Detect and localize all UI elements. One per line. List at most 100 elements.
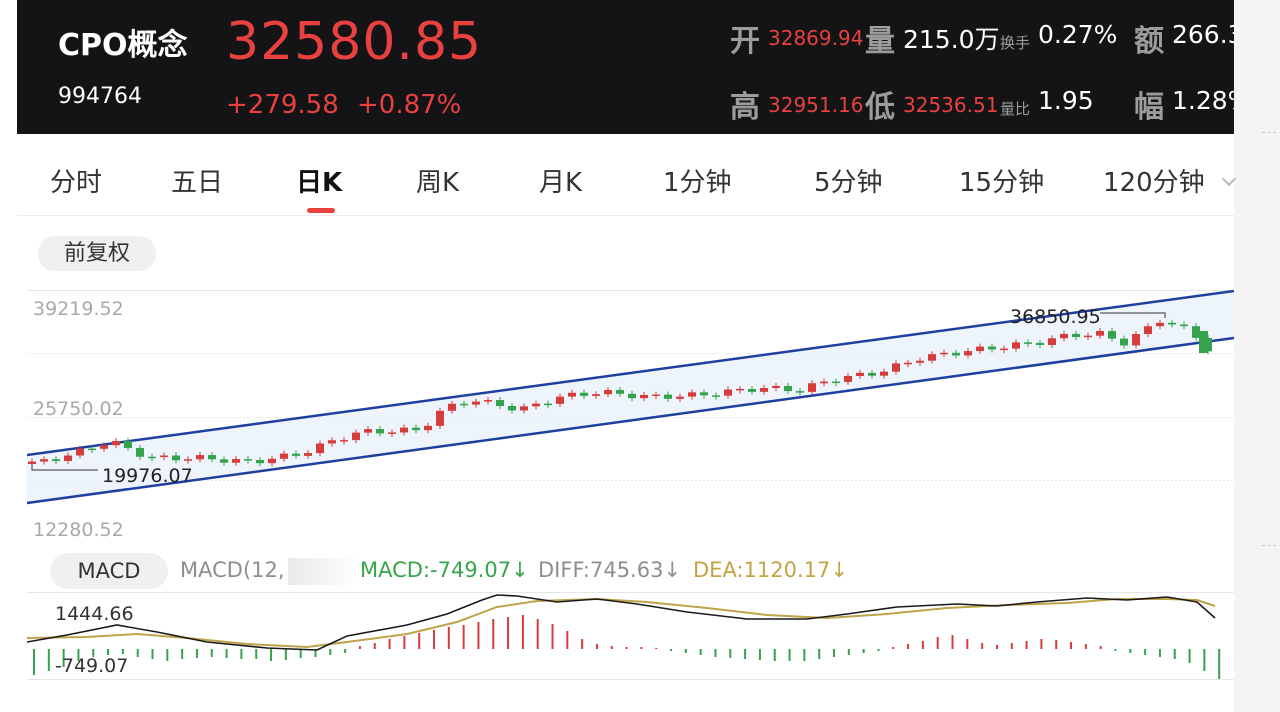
- candle-body: [892, 363, 900, 372]
- candle-body: [856, 372, 864, 376]
- candle-body: [268, 458, 276, 464]
- macd-bar: [818, 649, 821, 659]
- candle-body: [436, 410, 444, 426]
- candle-body: [1180, 324, 1188, 327]
- macd-bar: [462, 625, 465, 649]
- channel-lower-line: [27, 336, 1234, 505]
- candle-body: [940, 352, 948, 355]
- candle-body: [592, 394, 600, 396]
- macd-bar: [433, 630, 435, 649]
- stock-name: CPO概念: [58, 28, 188, 63]
- candle-body: [1144, 326, 1152, 335]
- candle-body: [952, 352, 960, 356]
- macd-bar: [951, 635, 954, 649]
- candle-body: [472, 401, 480, 405]
- chevron-down-icon[interactable]: [1221, 171, 1237, 187]
- macd-bar: [418, 633, 421, 649]
- macd-bar: [447, 627, 450, 649]
- candle-body: [40, 459, 48, 462]
- candle-body: [1084, 335, 1092, 338]
- candle-body: [976, 346, 984, 352]
- candle-body: [748, 388, 756, 392]
- candle-body: [508, 406, 516, 411]
- macd-bar: [403, 636, 406, 649]
- period-tabs: 分时 五日 日K 周K 月K 1分钟 5分钟 15分钟 120分钟: [17, 134, 1237, 216]
- high-leader-line: [1100, 312, 1166, 318]
- candle-body: [172, 455, 180, 461]
- candle-body: [832, 381, 840, 384]
- macd-bar: [773, 649, 776, 661]
- candle-body: [112, 440, 120, 446]
- tab-1min[interactable]: 1分钟: [663, 168, 732, 198]
- macd-bar: [536, 619, 539, 649]
- active-tab-indicator: [307, 208, 335, 213]
- candle-body: [664, 394, 672, 399]
- macd-bar: [1173, 649, 1176, 659]
- candle-body: [688, 392, 696, 397]
- macd-bar: [62, 649, 65, 667]
- dea-line: [27, 597, 1216, 649]
- macd-params: MACD(12,: [180, 558, 285, 582]
- macd-bar: [1070, 642, 1073, 649]
- macd-bar: [862, 649, 865, 653]
- tab-monthly-k[interactable]: 月K: [539, 168, 583, 198]
- candle-body: [964, 351, 972, 356]
- tab-5min[interactable]: 5分钟: [814, 168, 883, 198]
- annotation-lines: [31, 312, 1166, 471]
- macd-bar: [492, 619, 495, 649]
- macd-bar: [181, 649, 184, 659]
- macd-bar: [610, 646, 613, 649]
- macd-bar: [847, 649, 850, 655]
- candle-body: [1132, 334, 1140, 346]
- macd-bar: [625, 647, 628, 649]
- tab-weekly-k[interactable]: 周K: [416, 168, 460, 198]
- channel-upper-line: [27, 290, 1234, 457]
- candle-body: [76, 448, 84, 456]
- candle-body: [196, 455, 204, 460]
- candlestick-chart[interactable]: [27, 290, 1234, 542]
- candle-body: [796, 391, 804, 393]
- candle-body: [316, 443, 324, 454]
- candle-body: [208, 455, 216, 460]
- macd-bar: [373, 643, 376, 649]
- candle-body: [232, 459, 240, 463]
- macd-bar: [551, 624, 554, 649]
- macd-bar: [1040, 639, 1043, 649]
- macd-value: MACD:-749.07↓: [360, 558, 529, 582]
- macd-indicator-button[interactable]: MACD: [50, 553, 168, 589]
- candle-body: [280, 453, 288, 459]
- macd-bar: [151, 649, 154, 659]
- tab-intraday[interactable]: 分时: [50, 168, 103, 198]
- price-adjust-button[interactable]: 前复权: [38, 236, 156, 271]
- tab-daily-k[interactable]: 日K: [296, 168, 343, 198]
- macd-bar: [507, 617, 510, 649]
- macd-lines: [27, 594, 1216, 651]
- macd-bar: [33, 649, 35, 675]
- tab-five-day[interactable]: 五日: [171, 168, 224, 198]
- candle-body: [1192, 326, 1200, 338]
- candle-body: [400, 427, 408, 433]
- macd-bar: [921, 641, 924, 649]
- macd-min-label: -749.07: [55, 655, 129, 677]
- tab-120min[interactable]: 120分钟: [1103, 168, 1205, 198]
- amount-label: 额: [1134, 24, 1164, 59]
- candle-body: [532, 403, 540, 407]
- macd-bar: [936, 637, 939, 649]
- candle-body: [1000, 348, 1008, 351]
- stock-code: 994764: [58, 84, 142, 109]
- macd-bar: [270, 649, 273, 661]
- right-margin: [1234, 0, 1280, 712]
- candle-body: [424, 425, 432, 431]
- candle-body: [580, 392, 588, 396]
- macd-bar: [47, 649, 50, 671]
- candle-body: [736, 388, 744, 391]
- tab-15min[interactable]: 15分钟: [959, 168, 1045, 198]
- macd-bar: [1010, 643, 1013, 649]
- candle-body: [880, 371, 888, 376]
- amplitude-value: 1.28%: [1172, 86, 1234, 115]
- macd-bar: [1084, 644, 1087, 649]
- candle-body: [364, 429, 372, 433]
- macd-bar: [1144, 649, 1147, 655]
- macd-chart[interactable]: [27, 592, 1234, 684]
- high-value: 32951.16: [768, 93, 864, 117]
